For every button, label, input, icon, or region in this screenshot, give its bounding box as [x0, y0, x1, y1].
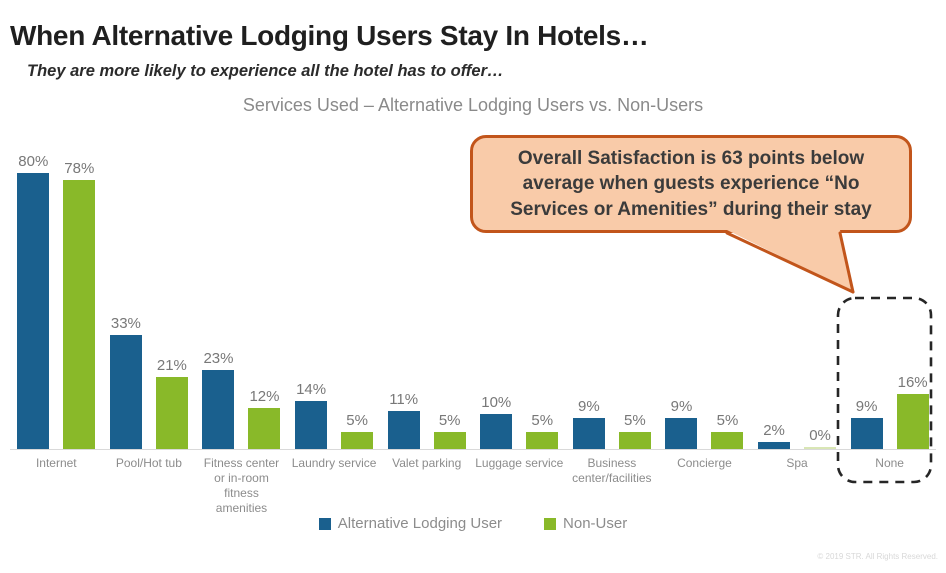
value-label: 78% — [64, 160, 95, 177]
legend-item-alternative-lodging-user: Alternative Lodging User — [318, 515, 503, 532]
bar-alternative-lodging-user — [202, 370, 235, 449]
category-label-concierge: Concierge — [677, 456, 732, 470]
value-label: 14% — [296, 381, 327, 398]
legend-label: Non-User — [563, 515, 628, 532]
category-label-pool-hot-tub: Pool/Hot tub — [115, 456, 182, 470]
bar-non-user — [63, 180, 96, 449]
bar-group-pool-hot-tub: 33% 21% — [103, 153, 196, 449]
category-label-fitness-center-or-in-room-fitness-amenities: Fitness center or in-room fitness amenit… — [203, 456, 280, 515]
category-label-valet-parking: Valet parking — [392, 456, 462, 470]
bar-alternative-lodging-user — [387, 411, 420, 449]
bar-alternative-lodging-user — [758, 442, 791, 449]
bar-wrap: 23% — [200, 350, 236, 449]
bar-group-concierge: 9% 5% — [658, 153, 751, 449]
value-label: 5% — [531, 412, 554, 429]
value-label: 21% — [156, 357, 187, 374]
bar-alternative-lodging-user — [850, 418, 883, 449]
bar-wrap: 14% — [293, 381, 329, 449]
category-label-spa: Spa — [786, 456, 808, 470]
bar-non-user — [248, 408, 281, 449]
bar-non-user — [804, 447, 837, 449]
legend-label: Alternative Lodging User — [337, 515, 503, 532]
bar-non-user — [896, 394, 929, 449]
value-label: 5% — [716, 412, 739, 429]
bar-wrap: 9% — [663, 398, 699, 449]
category-label-business-center-facilities: Business center/facilities — [572, 456, 652, 485]
bar-group-spa: 2% 0% — [751, 153, 844, 449]
value-label: 23% — [203, 350, 234, 367]
bar-wrap: 78% — [61, 160, 97, 449]
bar-non-user — [155, 377, 188, 449]
legend-swatch-icon — [318, 517, 331, 530]
bar-non-user — [433, 432, 466, 449]
bar-alternative-lodging-user — [480, 414, 513, 449]
value-label: 5% — [438, 412, 461, 429]
value-label: 5% — [624, 412, 646, 429]
bar-group-fitness-center-or-in-room-fitness-amenities: 23% 12% — [195, 153, 288, 449]
value-label: 9% — [855, 398, 878, 415]
value-label: 11% — [389, 391, 419, 408]
bar-alternative-lodging-user — [109, 335, 142, 449]
bar-group-valet-parking: 11% 5% — [380, 153, 473, 449]
bar-non-user — [711, 432, 744, 449]
bar-wrap: 12% — [246, 388, 282, 449]
value-label: 9% — [670, 398, 693, 415]
callout-bubble: Overall Satisfaction is 63 points below … — [470, 135, 912, 233]
bar-wrap: 5% — [617, 412, 653, 449]
legend-swatch-icon — [544, 517, 557, 530]
bar-wrap: 2% — [756, 422, 792, 449]
value-label: 9% — [578, 398, 600, 415]
bar-non-user — [618, 432, 651, 449]
x-axis-labels: Internet Pool/Hot tub Fitness center or in… — [10, 456, 936, 516]
bar-group-luggage-service: 10% 5% — [473, 153, 566, 449]
bar-wrap: 33% — [108, 315, 144, 449]
bar-wrap: 16% — [895, 374, 931, 449]
bar-alternative-lodging-user — [17, 173, 50, 449]
value-label: 16% — [897, 374, 928, 391]
category-label-laundry-service: Laundry service — [291, 456, 377, 470]
bar-alternative-lodging-user — [665, 418, 698, 449]
callout-text: Overall Satisfaction is 63 points below … — [510, 148, 872, 220]
subtitle: They are more likely to experience all t… — [27, 62, 504, 80]
bar-alternative-lodging-user — [572, 418, 605, 449]
bar-group-internet: 80% 78% — [10, 153, 103, 449]
category-label-luggage-service: Luggage service — [475, 456, 564, 470]
bar-wrap: 5% — [524, 412, 560, 449]
bar-wrap: 5% — [339, 412, 375, 449]
bar-wrap: 80% — [15, 153, 51, 449]
bar-alternative-lodging-user — [295, 401, 328, 449]
bar-non-user — [341, 432, 374, 449]
bar-wrap: 5% — [709, 412, 745, 449]
value-label: 5% — [346, 412, 368, 429]
x-axis-line — [10, 449, 936, 450]
legend-item-non-user: Non-User — [544, 515, 627, 532]
bar-group-laundry-service: 14% 5% — [288, 153, 381, 449]
value-label: 10% — [481, 394, 512, 411]
copyright: © 2019 STR. All Rights Reserved. — [817, 552, 938, 561]
bar-wrap: 9% — [571, 398, 607, 449]
bar-wrap: 0% — [802, 427, 838, 449]
value-label: 80% — [18, 153, 49, 170]
value-label: 33% — [110, 315, 141, 332]
page-title: When Alternative Lodging Users Stay In H… — [10, 20, 649, 51]
bar-non-user — [526, 432, 559, 449]
bar-group-business-center-facilities: 9% 5% — [566, 153, 659, 449]
bar-wrap: 11% — [386, 391, 422, 449]
category-label-internet: Internet — [35, 456, 77, 470]
value-label: 2% — [763, 422, 785, 439]
legend: Alternative Lodging User Non-User — [0, 515, 946, 532]
value-label: 12% — [249, 388, 280, 405]
bar-wrap: 10% — [478, 394, 514, 449]
chart-title: Services Used – Alternative Lodging User… — [242, 95, 704, 115]
bar-wrap: 9% — [849, 398, 885, 449]
bar-wrap: 5% — [432, 412, 468, 449]
value-label: 0% — [809, 427, 831, 444]
bar-wrap: 21% — [154, 357, 190, 449]
category-label-none: None — [875, 456, 904, 470]
